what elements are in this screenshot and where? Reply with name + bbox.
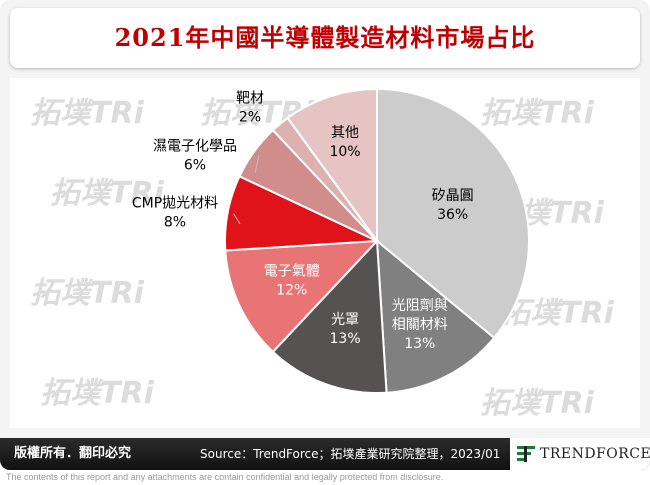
watermark: 拓墣TRi [40, 376, 154, 411]
slice-category-label: 電子氣體 [264, 264, 320, 280]
watermark: 拓墣TRi [480, 386, 594, 421]
slice-category-label: 靶材 [236, 91, 264, 107]
watermark: 拓墣TRi [480, 96, 594, 131]
watermark: 拓墣TRi [50, 176, 164, 211]
slide-frame: 2021年中國半導體製造材料市場占比 拓墣TRi 拓墣TRi 拓墣TRi 拓墣T… [0, 0, 650, 470]
pie-slice-8 [286, 87, 378, 245]
slice-value-label: 36% [437, 207, 468, 223]
slice-category-label: 光阻劑與 [392, 297, 448, 314]
pie-slice-3 [271, 238, 388, 394]
slice-value-label: 8% [164, 215, 186, 231]
plot-area: 拓墣TRi 拓墣TRi 拓墣TRi 拓墣TRi 拓墣TRi 拓墣TRi 拓墣TR… [10, 78, 640, 428]
slice-value-label: 13% [404, 336, 435, 352]
slice-category-label: 其他 [331, 125, 359, 141]
pie-slice-1 [376, 87, 530, 340]
slice-category-label: 濕電子化學品 [153, 139, 237, 155]
brand-name: TRENDFORCE [540, 446, 650, 462]
watermark: 拓墣TRi [30, 276, 144, 311]
leader-line [254, 155, 260, 174]
slice-value-label: 6% [184, 158, 206, 174]
slice-value-label: 12% [276, 283, 307, 299]
slice-value-label: 2% [239, 110, 261, 126]
slice-category-label: CMP拋光材料 [132, 196, 218, 212]
chart-title: 2021年中國半導體製造材料市場占比 [114, 23, 536, 52]
slice-category-label: 矽晶圓 [432, 188, 474, 204]
title-banner: 2021年中國半導體製造材料市場占比 [10, 8, 640, 68]
slice-category-label: 光罩 [331, 312, 359, 328]
slice-value-label: 10% [329, 144, 360, 160]
leader-line [283, 128, 293, 131]
watermark: 拓墣TRi [30, 96, 144, 131]
disclaimer-text: The contents of this report and any atta… [6, 472, 444, 482]
trendforce-logo-icon [517, 446, 535, 462]
source-text: Source：TrendForce；拓墣產業研究院整理，2023/01 [200, 447, 501, 461]
leader-line [233, 213, 241, 225]
copyright-text: 版權所有．翻印必究 [14, 446, 132, 461]
brand-logo: TRENDFORCE [510, 438, 650, 470]
slice-value-label: 13% [330, 331, 361, 347]
pie-slice-2 [375, 238, 496, 394]
footer-bar: 版權所有．翻印必究 Source：TrendForce；拓墣產業研究院整理，20… [0, 438, 650, 470]
watermark: 拓墣TRi [500, 296, 614, 331]
pie-slice-4 [224, 239, 380, 354]
slice-category-label: 相關材料 [392, 317, 448, 333]
